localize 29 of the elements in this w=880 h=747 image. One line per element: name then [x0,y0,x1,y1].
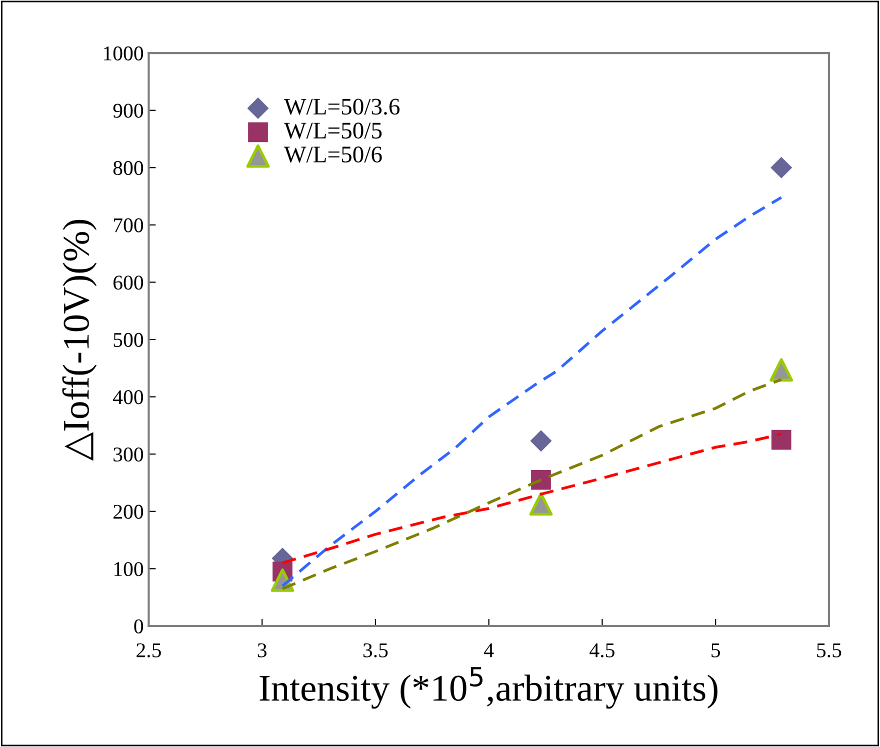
x-tick-label: 3 [258,643,266,658]
y-tick-label: 100 [114,562,144,576]
x-axis-title: Intensity (*10$^{5}$,arbitrary units) [260,667,718,709]
point [771,430,792,450]
y-tick-label: 1000 [104,46,144,60]
point [529,492,553,516]
point [770,358,794,382]
y-tick-label: 300 [114,447,144,462]
legend-label: W/L=50/6 [284,146,382,163]
y-tick-label: 500 [114,332,144,347]
y-tick-label: 200 [114,504,144,519]
x-tick-label: 5.5 [817,643,842,658]
y-tick-label: 700 [114,218,144,232]
point [770,156,792,178]
point [531,470,551,490]
legend-label: W/L=50/3.6 [284,98,400,115]
x-tick-label: 3.5 [363,643,388,658]
x-tick-label: 4.5 [590,643,614,658]
x-tick-label: 2.5 [136,643,161,658]
x-tick-label: 5 [712,643,720,658]
y-tick-label: 0 [134,619,144,634]
point [530,430,552,452]
y-tick-label: 600 [114,276,144,290]
x-tick-label: 4 [484,643,494,658]
y-tick-label: 900 [113,104,144,118]
y-tick-label: 400 [113,390,144,404]
legend-label: W/L=50/5 [284,122,382,139]
y-tick-label: 800 [113,161,144,176]
y-axis-title: △Ioff(-10V)(%) [62,220,97,461]
